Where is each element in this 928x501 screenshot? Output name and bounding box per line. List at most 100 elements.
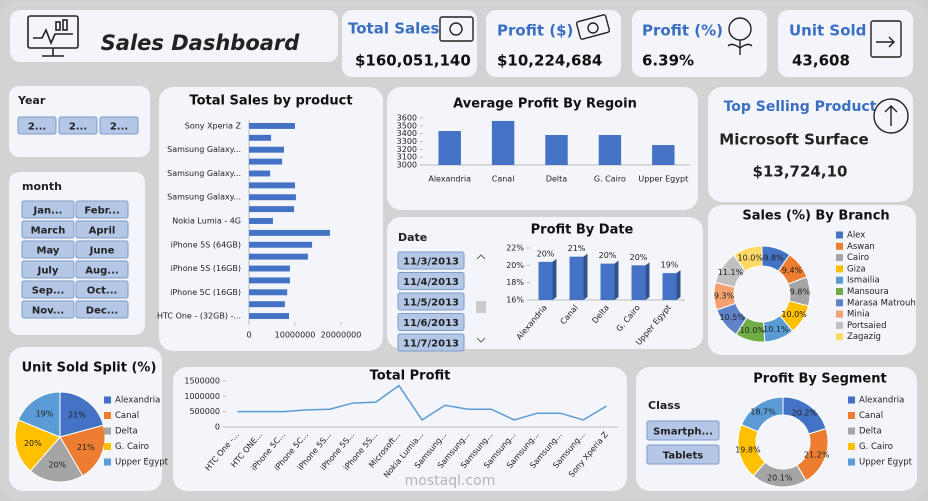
slicer-button[interactable] [75, 280, 129, 299]
slicer-button[interactable] [21, 260, 75, 279]
slicer-button[interactable] [75, 300, 129, 319]
slicer-button[interactable] [75, 220, 129, 239]
arrow-icon [873, 98, 909, 134]
legend-label: Upper Egypt [115, 458, 169, 468]
slicer-button[interactable] [99, 116, 139, 135]
slicer-item[interactable]: 2... [69, 122, 87, 133]
legend-swatch [836, 231, 843, 239]
data-label: 20% [599, 251, 617, 260]
legend-swatch [104, 396, 111, 404]
bar [600, 263, 615, 300]
bar-side [552, 258, 557, 300]
chart-title: Total Sales by product [189, 94, 352, 109]
data-label: 10.5% [719, 313, 745, 322]
legend-swatch [104, 443, 111, 450]
chart-title: Total Profit [370, 369, 451, 384]
legend-swatch [836, 242, 843, 250]
slicer-item[interactable]: Febr... [84, 206, 119, 217]
slicer-button[interactable] [21, 300, 75, 319]
legend-label: Delta [859, 427, 882, 437]
slicer-item[interactable]: 2... [110, 122, 128, 133]
slicer-button[interactable] [646, 444, 720, 465]
bar [249, 122, 295, 129]
legend-swatch [848, 427, 855, 435]
slice [733, 245, 763, 273]
x-tick-label: Upper Egypt [638, 175, 688, 184]
slicer-button[interactable] [17, 116, 57, 135]
slicer-button[interactable] [75, 260, 129, 279]
card [632, 10, 767, 77]
slicer-button[interactable] [397, 333, 465, 352]
bar-side [645, 262, 650, 300]
legend-label: Ismailia [847, 276, 880, 286]
slicer-item[interactable]: Oct... [87, 286, 118, 297]
chart-title: Profit By Segment [753, 372, 886, 387]
slicer-item[interactable]: 11/7/2013 [403, 339, 459, 350]
slicer-button[interactable] [646, 420, 720, 441]
slice [740, 396, 784, 433]
legend-label: Marasa Matrouh [847, 298, 916, 308]
bar [491, 120, 515, 165]
bar [249, 277, 290, 284]
slicer-item[interactable]: Nov... [32, 306, 64, 317]
legend-label: Alexandria [115, 396, 160, 406]
bar [249, 253, 308, 260]
slicer-item[interactable]: March [31, 226, 66, 237]
slicer-item[interactable]: Smartph... [653, 427, 713, 438]
data-label: 20% [630, 253, 648, 262]
slicer-item[interactable]: May [37, 246, 60, 257]
slicer-item[interactable]: Jan... [33, 206, 63, 217]
legend-swatch [848, 396, 855, 404]
x-tick-label: Alexandria [428, 175, 471, 184]
x-tick-label: G. Cairo [594, 175, 626, 184]
slicer-button[interactable] [21, 240, 75, 259]
bar [598, 134, 622, 165]
legend-swatch [104, 412, 111, 419]
slicer-button[interactable] [58, 116, 98, 135]
slicer-item[interactable]: 11/4/2013 [403, 277, 459, 288]
slicer-item[interactable]: Aug... [85, 266, 118, 277]
kpi-label: Unit Sold [789, 22, 866, 40]
slicer-button[interactable] [21, 280, 75, 299]
slicer-title: Class [648, 399, 681, 412]
slicer-button[interactable] [75, 200, 129, 219]
slicer-item[interactable]: July [37, 266, 59, 277]
slicer-item[interactable]: 11/5/2013 [403, 298, 459, 309]
legend-swatch [836, 254, 843, 262]
slicer-item[interactable]: 2... [28, 122, 46, 133]
slicer-item[interactable]: Sep... [32, 286, 65, 297]
y-tick-label: 3600 [397, 114, 417, 123]
slicer-item[interactable]: Dec... [86, 306, 118, 317]
slicer-item[interactable]: Tablets [663, 451, 703, 462]
bar [249, 313, 290, 320]
bar [538, 261, 553, 300]
slicer-button[interactable] [75, 240, 129, 259]
slicer-item[interactable]: April [89, 226, 116, 237]
y-tick-label: 3500 [397, 121, 417, 130]
slicer-button[interactable] [21, 200, 75, 219]
legend-label: Upper Egypt [859, 458, 913, 468]
kpi-label: Profit ($) [497, 22, 573, 40]
data-label: 19% [661, 261, 679, 270]
y-tick-label: 3200 [397, 145, 417, 154]
bar [249, 241, 313, 248]
bar [249, 158, 283, 165]
kpi-label: Total Sales [348, 20, 439, 38]
y-tick-label: Samsung Galaxy... [167, 193, 241, 202]
slicer-button[interactable] [397, 292, 465, 311]
legend-label: Giza [847, 264, 866, 274]
slicer-button[interactable] [397, 272, 465, 290]
slicer-item[interactable]: June [89, 246, 115, 257]
slicer-button[interactable] [397, 313, 465, 331]
slicer-button[interactable] [397, 251, 465, 270]
legend-label: Canal [859, 411, 883, 421]
slicer-item[interactable]: 11/6/2013 [403, 318, 459, 329]
y-tick-label: 3000 [397, 161, 417, 170]
y-tick-label: Nokia Lumia - 4G [172, 217, 241, 226]
slicer-item[interactable]: 11/3/2013 [403, 257, 459, 268]
bar [249, 194, 296, 201]
x-tick-label: 10000000 [275, 331, 316, 340]
kpi-icons [439, 14, 902, 58]
slicer-button[interactable] [21, 220, 75, 239]
slicer-title: Date [398, 231, 427, 244]
